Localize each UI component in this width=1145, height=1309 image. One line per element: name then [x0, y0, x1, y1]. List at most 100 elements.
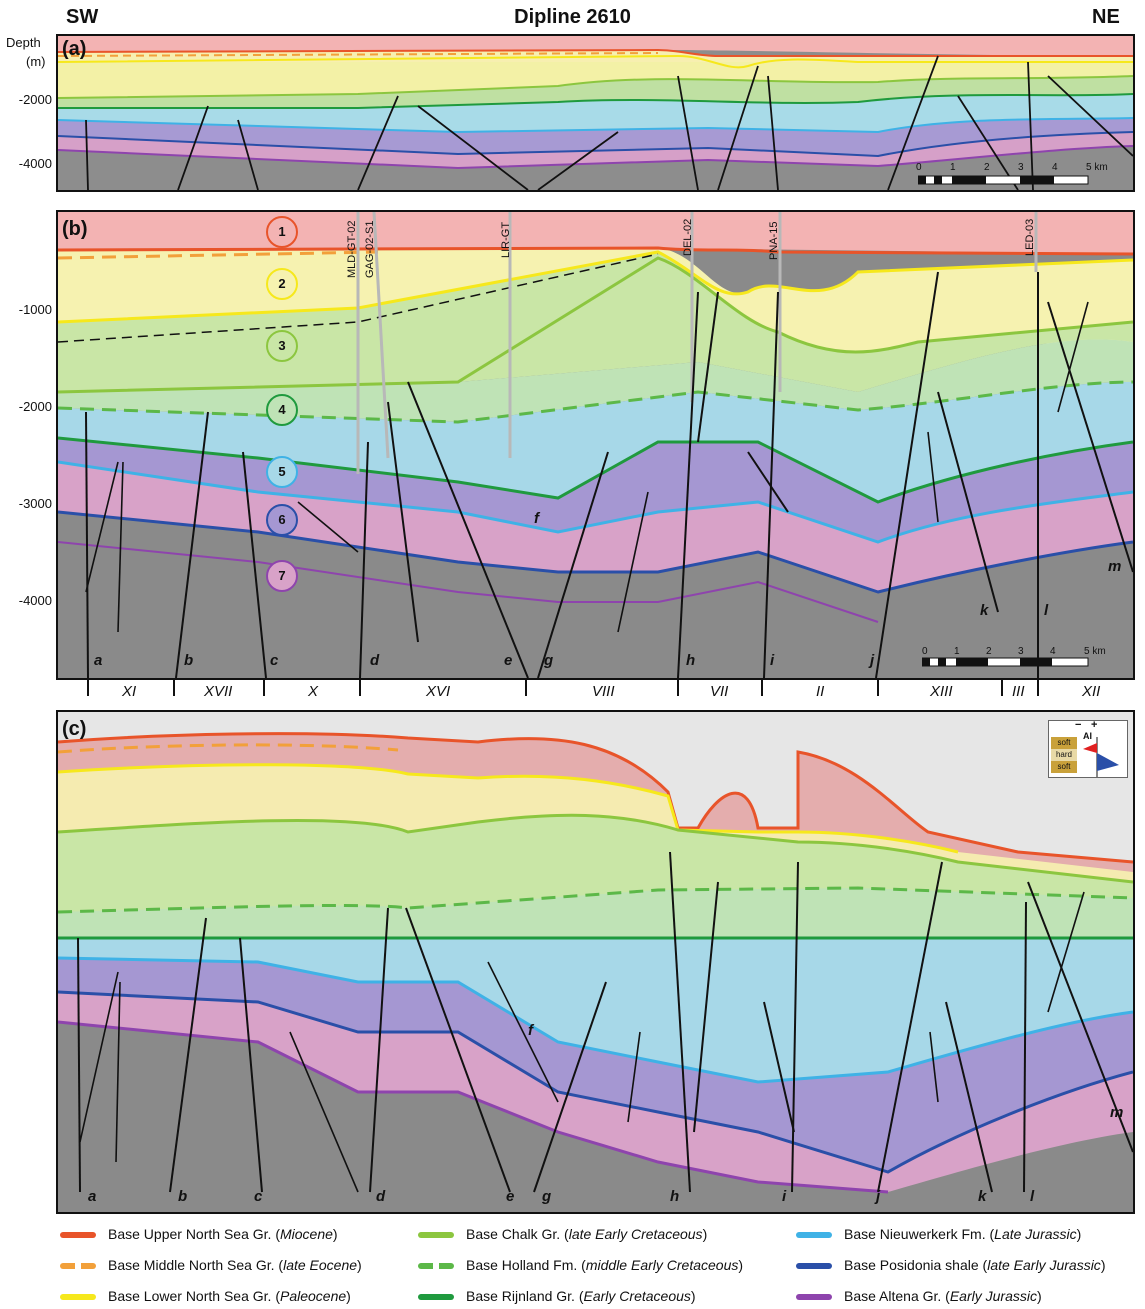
legend-age: (Early Jurassic)	[945, 1288, 1042, 1304]
fault-block-label: XIII	[930, 683, 953, 700]
ai-key-soft: soft	[1051, 761, 1077, 773]
panel-b: (b) 0 1 2 3 4 5 km 1 2 3 4 5 6 7 MLD-GT-…	[56, 210, 1135, 680]
well-label: PNA-15	[768, 221, 780, 260]
well-label: LIR-GT	[500, 221, 512, 258]
block-dividers	[87, 678, 1039, 696]
fault-label: l	[1030, 1188, 1035, 1205]
fault-label: j	[870, 652, 875, 669]
legend-swatch	[60, 1294, 96, 1301]
fault-label: d	[376, 1188, 386, 1205]
ai-key-soft: soft	[1051, 737, 1077, 749]
legend-name: Base Middle North Sea Gr.	[108, 1257, 279, 1273]
legend-swatch	[418, 1232, 454, 1239]
legend-swatch	[60, 1263, 96, 1270]
fault-label: i	[782, 1188, 787, 1205]
scale-tick: 3	[1018, 646, 1024, 657]
fault-label: h	[670, 1188, 680, 1205]
fault-label: a	[94, 652, 103, 669]
legend-age: (late Early Jurassic)	[982, 1257, 1106, 1273]
panel-b-ytick: -1000	[18, 302, 52, 317]
scale-tick: 2	[984, 162, 990, 173]
fault-block-label: XII	[1082, 683, 1101, 700]
legend-swatch	[796, 1263, 832, 1270]
well-label: LED-03	[1024, 218, 1036, 256]
panel-b-ytick: -3000	[18, 496, 52, 511]
panel-b-ytick: -2000	[18, 399, 52, 414]
ai-key-title: AI	[1083, 731, 1092, 741]
well-label: GAG-02-S1	[364, 220, 376, 278]
legend-age: (Early Cretaceous)	[578, 1288, 696, 1304]
legend-age: (Paleocene)	[275, 1288, 351, 1304]
fault-label: l	[1044, 602, 1049, 619]
scale-bar-b	[922, 657, 1089, 667]
legend-entry: Base Upper North Sea Gr. (Miocene)	[60, 1226, 338, 1242]
legend-entry: Base Lower North Sea Gr. (Paleocene)	[60, 1288, 351, 1304]
fault-label: a	[88, 1188, 97, 1205]
scale-bar-a	[918, 175, 1089, 185]
legend-entry: Base Posidonia shale (late Early Jurassi…	[796, 1257, 1105, 1273]
ai-key-minus: −	[1075, 719, 1082, 731]
fault-block-label: XVI	[426, 683, 451, 700]
legend-name: Base Holland Fm.	[466, 1257, 582, 1273]
legend-swatch	[418, 1294, 454, 1301]
scale-tick: 5 km	[1086, 162, 1108, 173]
unit-marker: 1	[266, 216, 298, 248]
fault-label: e	[506, 1188, 515, 1205]
fault-label: f	[528, 1022, 533, 1039]
legend-name: Base Altena Gr.	[844, 1288, 946, 1304]
scale-tick: 2	[986, 646, 992, 657]
depth-unit: (m)	[26, 54, 46, 69]
legend-swatch	[796, 1232, 832, 1239]
panel-b-section	[58, 212, 1133, 678]
legend-entry: Base Middle North Sea Gr. (late Eocene)	[60, 1257, 362, 1273]
fault-label: e	[504, 652, 513, 669]
depth-label: Depth	[6, 35, 41, 50]
fault-block-label: XI	[122, 683, 137, 700]
legend-name: Base Lower North Sea Gr.	[108, 1288, 276, 1304]
panel-a-section	[58, 36, 1133, 190]
legend-entry: Base Chalk Gr. (late Early Cretaceous)	[418, 1226, 707, 1242]
well-label: DEL-02	[682, 218, 694, 256]
scale-tick: 1	[954, 646, 960, 657]
ai-key-plus: +	[1091, 719, 1098, 731]
sw-label: SW	[66, 6, 99, 28]
fault-label: c	[254, 1188, 263, 1205]
legend-name: Base Posidonia shale	[844, 1257, 983, 1273]
panel-a-label: (a)	[62, 38, 87, 60]
legend-name: Base Nieuwerkerk Fm.	[844, 1226, 990, 1242]
scale-tick: 4	[1052, 162, 1058, 173]
unit-marker: 6	[266, 504, 298, 536]
scale-tick: 0	[922, 646, 928, 657]
legend-age: (middle Early Cretaceous)	[581, 1257, 744, 1273]
scale-tick: 0	[916, 162, 922, 173]
legend-swatch	[60, 1232, 96, 1239]
fault-block-label: VII	[710, 683, 729, 700]
unit-marker: 3	[266, 330, 298, 362]
legend-swatch	[796, 1294, 832, 1301]
ne-label: NE	[1092, 6, 1120, 28]
panel-a: (a) 0 1 2 3 4 5 km	[56, 34, 1135, 192]
panel-a-ytick: -2000	[18, 92, 52, 107]
fault-block-label: XVII	[204, 683, 233, 700]
panel-c: (c) − + AI soft hard soft a b c d e f g …	[56, 710, 1135, 1214]
well-label: MLD-GT-02	[346, 220, 358, 278]
legend-name: Base Chalk Gr.	[466, 1226, 565, 1242]
fault-label: g	[544, 652, 554, 669]
panel-c-section	[58, 712, 1133, 1212]
legend-swatch	[418, 1263, 454, 1270]
figure-title: Dipline 2610	[514, 6, 631, 28]
legend-age: (Miocene)	[275, 1226, 338, 1242]
legend-entry: Base Altena Gr. (Early Jurassic)	[796, 1288, 1042, 1304]
ai-polarity-key: − + AI soft hard soft	[1048, 719, 1128, 778]
fault-label: i	[770, 652, 775, 669]
ai-key-hard: hard	[1051, 749, 1077, 761]
fault-label: f	[534, 510, 539, 527]
fault-label: c	[270, 652, 279, 669]
fault-block-label: III	[1012, 683, 1025, 700]
legend-entry: Base Nieuwerkerk Fm. (Late Jurassic)	[796, 1226, 1081, 1242]
fault-label: g	[542, 1188, 552, 1205]
fault-label: j	[876, 1188, 881, 1205]
unit-marker: 7	[266, 560, 298, 592]
fault-label: b	[184, 652, 194, 669]
legend-name: Base Upper North Sea Gr.	[108, 1226, 276, 1242]
